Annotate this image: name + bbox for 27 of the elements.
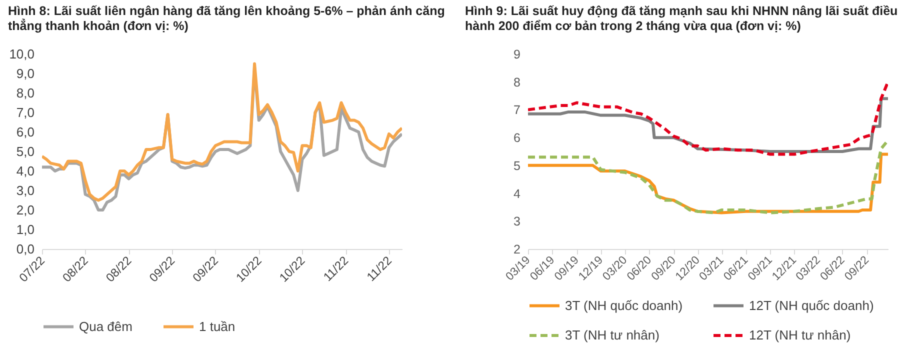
y-tick-label: 8,0 — [16, 86, 34, 100]
y-tick-label: 6 — [514, 131, 521, 146]
legend-label: Qua đêm — [79, 318, 132, 334]
y-tick-label: 7 — [514, 103, 521, 118]
y-tick-label: 3 — [514, 214, 521, 229]
y-tick-label: 6,0 — [16, 124, 34, 140]
y-tick-label: 7,0 — [16, 105, 34, 120]
y-tick-label: 3,0 — [16, 183, 34, 198]
legend-label: 12T (NH quốc doanh) — [749, 298, 874, 313]
y-tick-label: 9 — [514, 48, 521, 62]
y-tick-label: 0,0 — [16, 242, 34, 256]
legend-label: 3T (NH quốc doanh) — [565, 298, 683, 313]
legend-label: 12T (NH tư nhân) — [749, 328, 851, 342]
legend-label: 3T (NH tư nhân) — [565, 328, 660, 342]
y-tick-label: 5,0 — [16, 144, 34, 159]
y-tick-label: 10,0 — [9, 46, 34, 62]
y-tick-label: 5 — [514, 158, 521, 173]
y-tick-label: 1,0 — [16, 222, 34, 237]
y-tick-label: 9,0 — [16, 66, 34, 81]
legend-label: 1 tuần — [199, 318, 236, 334]
y-tick-label: 8 — [514, 75, 521, 90]
chart-title: Hình 8: Lãi suất liên ngân hàng đã tăng lên khoảng 5-6% – phản ánh căng thẳng thanh khoản (đơn vị: %) — [7, 3, 446, 35]
y-tick-label: 4,0 — [16, 164, 34, 178]
y-tick-label: 2,0 — [16, 202, 34, 218]
chart-title: Hình 9: Lãi suất huy động đã tăng mạnh sau khi NHNN nâng lãi suất điều hành 200 điểm cơ bản trong 2 tháng vừa qua (đơn vị: %) — [464, 3, 899, 35]
y-tick-label: 2 — [514, 242, 521, 256]
y-tick-label: 4 — [514, 186, 521, 201]
